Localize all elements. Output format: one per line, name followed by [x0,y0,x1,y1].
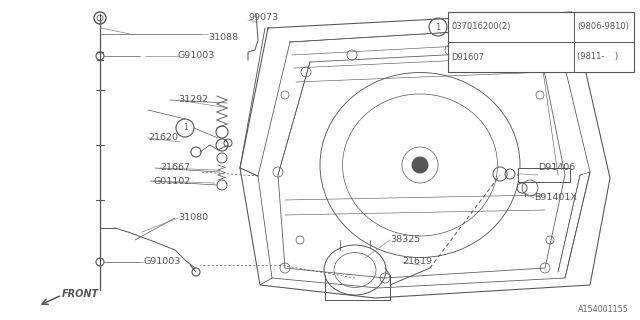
Text: B91401X: B91401X [534,194,577,203]
Circle shape [412,157,428,173]
FancyBboxPatch shape [448,12,634,72]
Text: 31088: 31088 [208,34,238,43]
Text: 31292: 31292 [178,95,208,105]
Text: 1: 1 [435,22,440,31]
Text: G91003: G91003 [178,52,216,60]
Text: 037016200(2): 037016200(2) [451,22,510,31]
Text: A154001155: A154001155 [578,305,629,314]
Text: 99073: 99073 [248,13,278,22]
FancyBboxPatch shape [518,168,570,182]
Text: 38325: 38325 [390,236,420,244]
Text: 21620: 21620 [148,133,178,142]
Text: (9811-    ): (9811- ) [577,52,618,61]
Text: 1: 1 [182,124,188,132]
Text: (9806-9810): (9806-9810) [577,22,629,31]
Text: D91406: D91406 [538,164,575,172]
Text: 21667: 21667 [160,164,190,172]
Text: G01102: G01102 [154,177,191,186]
Text: G91003: G91003 [144,258,181,267]
Text: D91607: D91607 [451,52,484,61]
Text: 31080: 31080 [178,213,208,222]
Text: FRONT: FRONT [62,289,99,299]
Text: 21619: 21619 [402,258,432,267]
